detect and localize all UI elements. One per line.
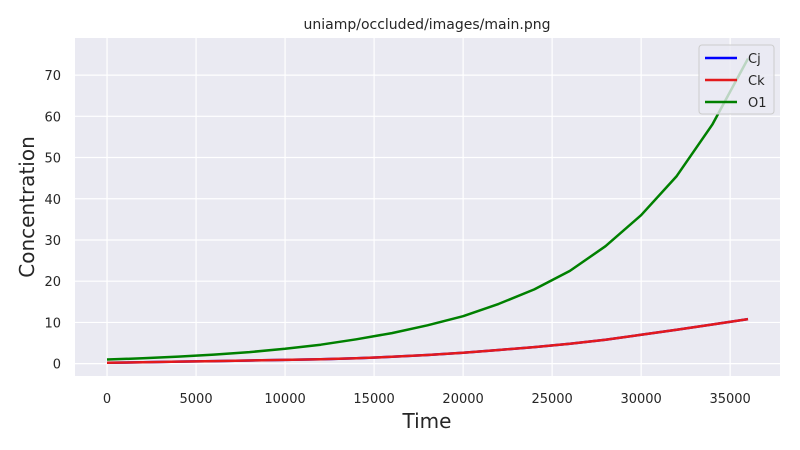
- x-tick-label: 10000: [264, 392, 305, 407]
- x-tick-label: 25000: [531, 392, 572, 407]
- x-axis-ticks: 0 5000 10000 15000 20000 25000 30000 35000: [103, 392, 751, 407]
- y-tick-label: 40: [44, 193, 61, 208]
- x-tick-label: 30000: [620, 392, 661, 407]
- legend-label-ck: Ck: [748, 74, 765, 89]
- y-tick-label: 30: [44, 234, 61, 249]
- x-tick-label: 5000: [180, 392, 213, 407]
- legend-label-o1: O1: [748, 96, 767, 111]
- x-tick-label: 20000: [442, 392, 483, 407]
- series-lines: [106, 58, 750, 365]
- legend: Cj Ck O1: [698, 44, 775, 115]
- y-tick-label: 70: [44, 69, 61, 84]
- plot-background: [75, 38, 780, 376]
- x-tick-label: 35000: [709, 392, 750, 407]
- y-tick-label: 10: [44, 316, 61, 331]
- x-axis-label: Time: [402, 409, 452, 433]
- y-tick-label: 0: [53, 358, 61, 373]
- y-axis-ticks: 0 10 20 30 40 50 60 70: [44, 69, 61, 373]
- legend-label-cj: Cj: [748, 52, 761, 67]
- y-tick-label: 50: [44, 152, 61, 167]
- x-tick-label: 0: [103, 392, 111, 407]
- x-tick-label: 15000: [353, 392, 394, 407]
- chart-title: uniamp/occluded/images/main.png: [304, 17, 551, 33]
- y-axis-label: Concentration: [15, 136, 39, 277]
- series-line-o1: [106, 58, 750, 361]
- y-tick-label: 20: [44, 275, 61, 290]
- y-tick-label: 60: [44, 110, 61, 125]
- series-line-ck: [106, 317, 749, 365]
